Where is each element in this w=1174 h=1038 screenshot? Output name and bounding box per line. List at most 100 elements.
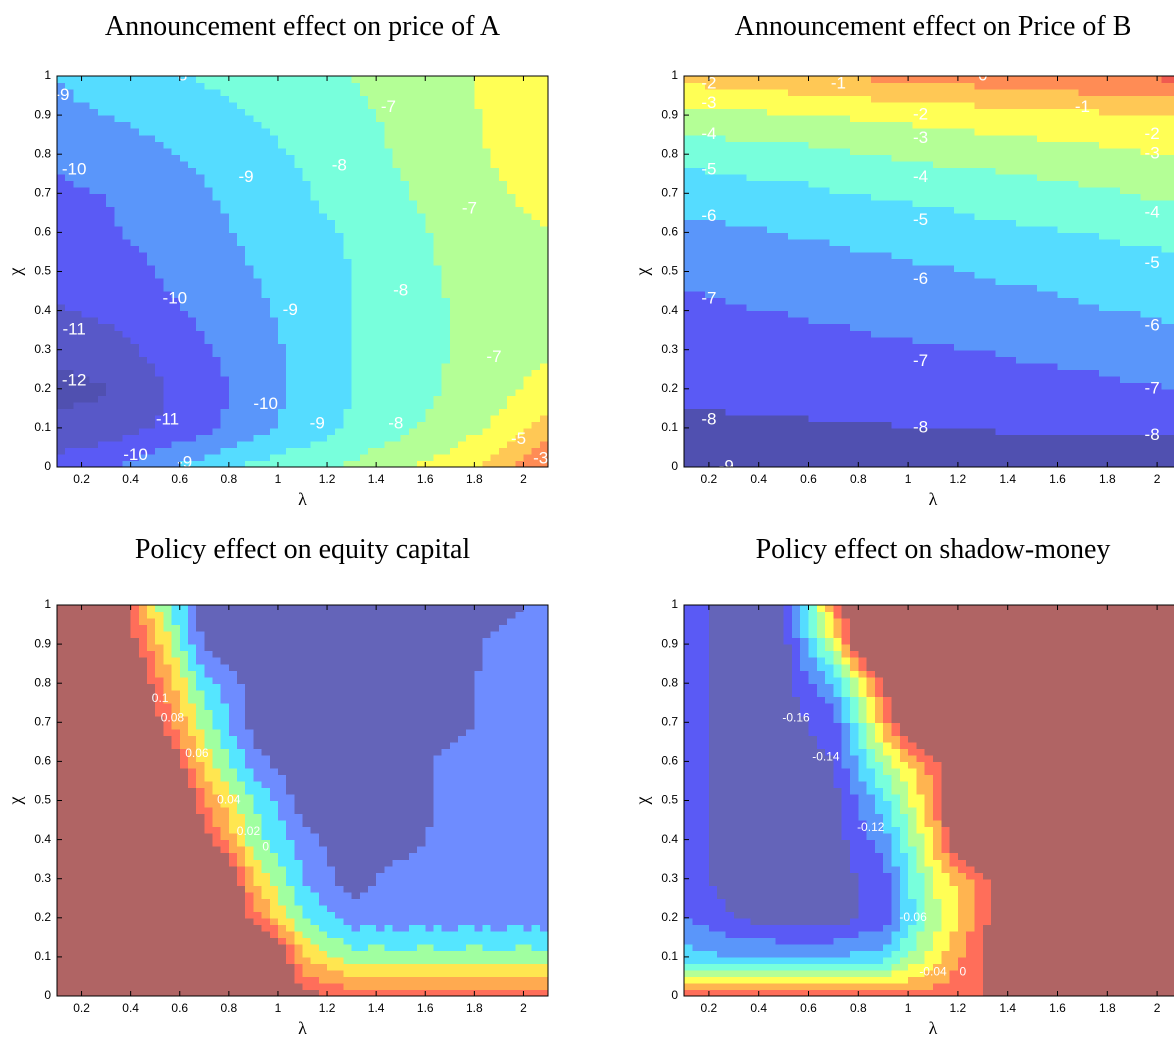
contour-cell [1099,251,1121,260]
contour-cell [155,421,164,429]
contour-cell [253,271,263,279]
contour-cell [953,264,976,273]
contour-cell [474,310,484,318]
contour-cell [490,330,500,338]
contour-cell [507,212,516,220]
contour-cell [318,160,328,168]
contour-cell [138,193,148,201]
contour-cell [294,421,304,429]
contour-label: -9 [283,300,298,319]
contour-cell [974,317,996,325]
contour-cell [122,147,132,155]
contour-cell [808,291,830,299]
contour-cell [376,141,385,149]
contour-cell [767,160,789,168]
contour-cell [130,408,140,416]
contour-cell [310,414,320,422]
contour-cell [523,395,533,403]
contour-cell [351,102,361,110]
contour-cell [995,121,1017,129]
contour-cell [237,128,246,136]
contour-cell [1140,206,1162,214]
contour-cell [498,421,508,429]
contour-cell [746,219,768,227]
contour-cell [73,128,83,136]
contour-cell [466,147,475,155]
contour-cell [523,95,533,103]
contour-cell [684,395,706,403]
contour-cell [449,76,459,84]
contour-cell [1036,453,1059,462]
contour-cell [212,343,222,351]
contour-cell [359,323,369,331]
contour-cell [318,82,328,90]
contour-cell [237,154,246,162]
contour-cell [204,460,214,467]
contour-cell [351,89,361,97]
contour-cell [531,375,541,383]
contour-cell [130,434,140,442]
contour-cell [417,225,426,233]
contour-cell [490,278,500,286]
contour-cell [163,154,173,162]
contour-cell [179,453,189,462]
contour-cell [829,225,851,233]
contour-cell [1078,349,1100,357]
contour-cell [384,388,394,396]
contour-cell [302,258,312,266]
contour-cell [253,317,263,325]
contour-cell [220,401,230,409]
contour-cell [1078,238,1100,247]
contour-cell [114,128,124,136]
contour-cell [515,134,525,142]
contour-cell [310,121,320,129]
contour-cell [417,219,426,227]
contour-cell [1078,186,1100,194]
contour-cell [850,141,872,149]
contour-cell [870,186,893,194]
contour-cell [384,291,394,299]
contour-cell [725,251,747,260]
contour-cell [523,186,533,194]
contour-cell [523,134,533,142]
contour-cell [515,401,525,409]
contour-cell [187,284,197,292]
contour-cell [155,317,164,325]
contour-cell [787,317,810,325]
contour-cell [310,245,320,253]
contour-cell [891,434,913,442]
contour-cell [114,167,124,175]
contour-cell [515,369,525,377]
contour-cell [138,134,148,142]
contour-cell [400,251,410,260]
contour-cell [81,225,91,233]
contour-cell [138,408,148,416]
contour-cell [294,323,304,331]
contour-cell [1078,460,1100,467]
contour-cell [400,427,410,436]
contour-cell [498,278,508,286]
contour-cell [704,369,727,377]
contour-cell [106,317,115,325]
contour-cell [122,232,132,240]
contour-cell [318,89,328,97]
contour-cell [359,401,369,409]
contour-cell [187,102,197,110]
contour-cell [433,421,443,429]
contour-cell [228,343,238,351]
contour-cell [433,388,443,396]
contour-cell [73,317,83,325]
contour-cell [490,343,500,351]
contour-cell [343,232,353,240]
contour-cell [531,284,541,292]
contour-cell [417,128,426,136]
contour-cell [106,264,115,273]
contour-cell [449,154,459,162]
contour-cell [65,147,74,155]
contour-cell [829,434,851,442]
contour-cell [286,401,295,409]
contour-cell [441,186,451,194]
contour-cell [392,297,402,305]
contour-cell [310,447,320,455]
contour-cell [1161,427,1174,436]
